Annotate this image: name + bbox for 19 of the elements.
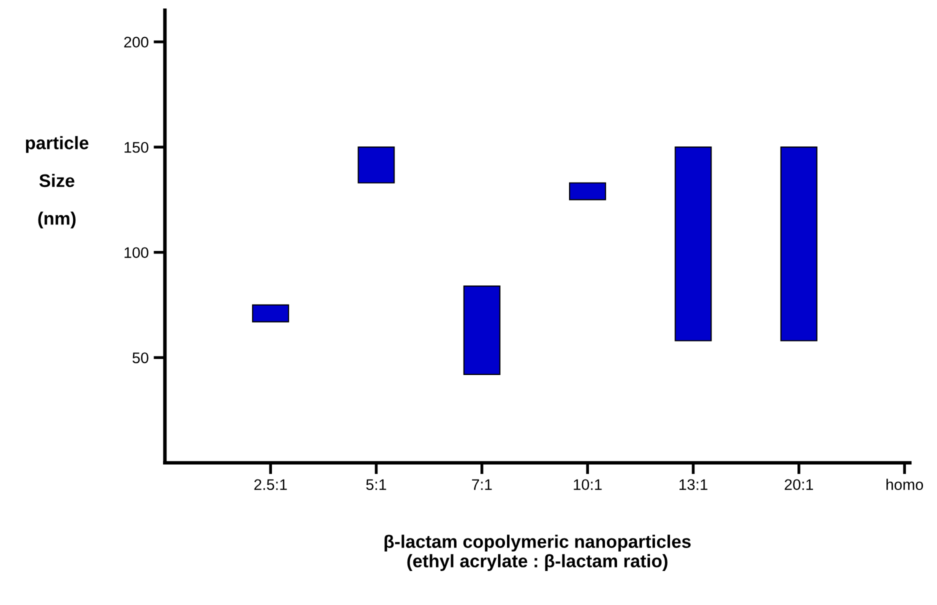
text: particle Size (nm) [26, 136, 88, 228]
bar [252, 304, 290, 322]
x-tick-label: 20:1 [784, 479, 814, 490]
y-tick-label: 200 [124, 36, 148, 48]
x-tick-label: homo [886, 478, 924, 490]
x-tick-label: 7:1 [472, 479, 492, 490]
bar [674, 146, 712, 342]
y-tick-label: 150 [124, 142, 148, 153]
y-tick-label: 50 [132, 352, 148, 364]
x-axis-title: β-lactam copolymeric nanoparticles (ethyl acrylate : β-lactam ratio) [384, 534, 691, 571]
x-tick-label: 13:1 [680, 479, 708, 490]
y-tick-label: 100 [124, 247, 148, 258]
bar [358, 146, 395, 184]
bar [780, 146, 818, 342]
x-tick-label: 5:1 [366, 479, 386, 490]
x-tick-label: 10:1 [574, 479, 602, 490]
bar [569, 182, 606, 200]
x-tick-label: 2.5:1 [254, 479, 287, 490]
bar [463, 285, 500, 375]
